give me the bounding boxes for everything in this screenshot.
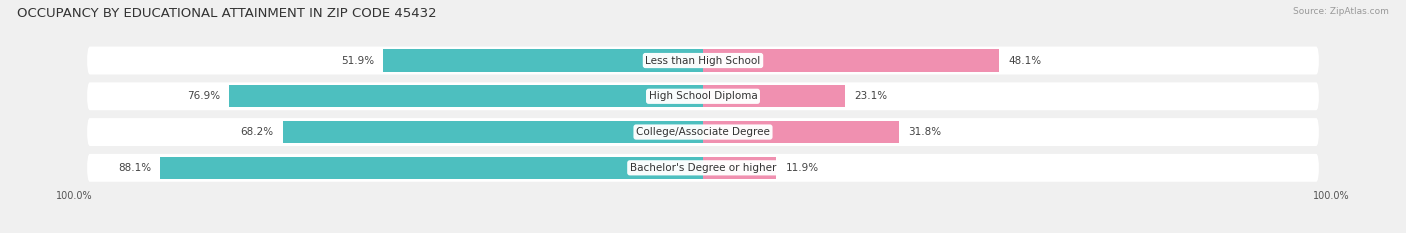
Text: 68.2%: 68.2% [240, 127, 274, 137]
Text: High School Diploma: High School Diploma [648, 91, 758, 101]
Bar [703, 157, 776, 179]
Bar [703, 85, 845, 107]
Text: 51.9%: 51.9% [340, 55, 374, 65]
Bar [384, 49, 703, 72]
Text: 23.1%: 23.1% [855, 91, 887, 101]
Text: Less than High School: Less than High School [645, 55, 761, 65]
Text: 100.0%: 100.0% [1313, 191, 1350, 201]
FancyBboxPatch shape [87, 47, 1319, 75]
Bar [229, 85, 703, 107]
Text: Bachelor's Degree or higher: Bachelor's Degree or higher [630, 163, 776, 173]
Text: OCCUPANCY BY EDUCATIONAL ATTAINMENT IN ZIP CODE 45432: OCCUPANCY BY EDUCATIONAL ATTAINMENT IN Z… [17, 7, 436, 20]
Text: 100.0%: 100.0% [56, 191, 93, 201]
Text: 76.9%: 76.9% [187, 91, 221, 101]
Bar [283, 121, 703, 143]
FancyBboxPatch shape [87, 82, 1319, 110]
FancyBboxPatch shape [87, 154, 1319, 182]
Text: College/Associate Degree: College/Associate Degree [636, 127, 770, 137]
Bar [703, 49, 1000, 72]
Text: 88.1%: 88.1% [118, 163, 150, 173]
FancyBboxPatch shape [87, 118, 1319, 146]
Text: 11.9%: 11.9% [786, 163, 818, 173]
Text: 48.1%: 48.1% [1008, 55, 1042, 65]
Legend: Owner-occupied, Renter-occupied: Owner-occupied, Renter-occupied [591, 232, 815, 233]
Bar [703, 121, 898, 143]
Text: Source: ZipAtlas.com: Source: ZipAtlas.com [1294, 7, 1389, 16]
Text: 31.8%: 31.8% [908, 127, 941, 137]
Bar [160, 157, 703, 179]
